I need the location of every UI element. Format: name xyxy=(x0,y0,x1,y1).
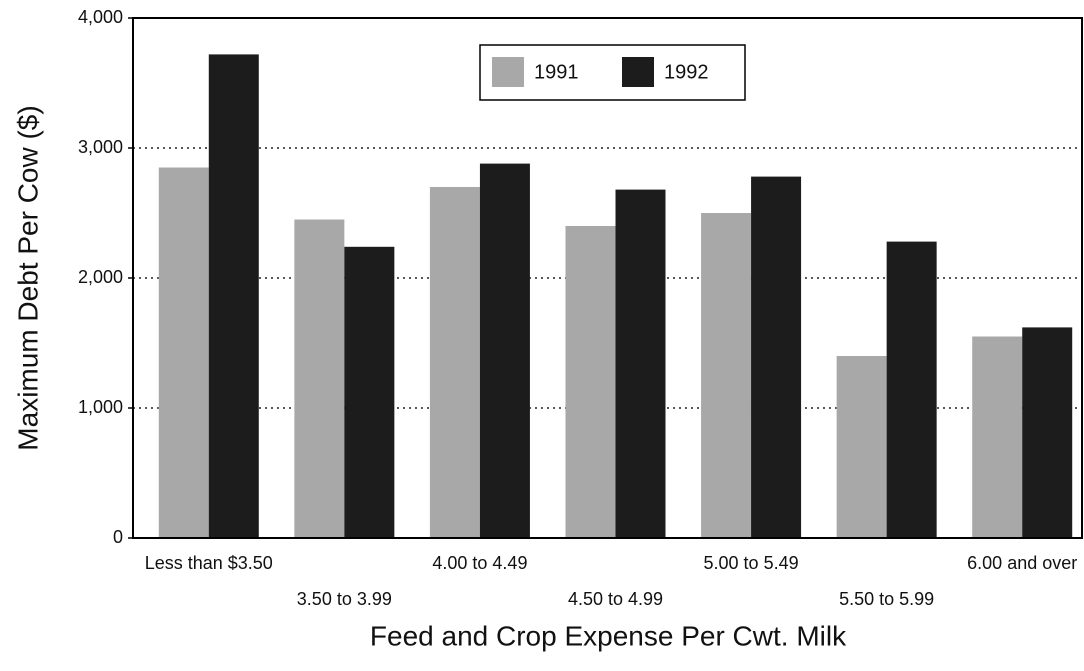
bar xyxy=(615,189,666,538)
y-tick-label: 3,000 xyxy=(78,137,123,157)
y-axis-title: Maximum Debt Per Cow ($) xyxy=(12,105,43,450)
legend-label: 1991 xyxy=(534,61,579,83)
x-tick-label: 3.50 to 3.99 xyxy=(297,589,392,609)
bar xyxy=(751,176,802,538)
bar xyxy=(294,219,345,538)
x-tick-label: 4.00 to 4.49 xyxy=(432,553,527,573)
bar xyxy=(701,213,752,538)
x-tick-label: Less than $3.50 xyxy=(145,553,273,573)
x-tick-label: 4.50 to 4.99 xyxy=(568,589,663,609)
bar xyxy=(1022,327,1073,538)
y-tick-label: 0 xyxy=(113,527,123,547)
x-tick-label: 5.00 to 5.49 xyxy=(704,553,799,573)
legend-swatch xyxy=(622,57,654,87)
bar xyxy=(972,336,1023,538)
legend-label: 1992 xyxy=(664,61,709,83)
legend-swatch xyxy=(492,57,524,87)
bar xyxy=(565,226,616,538)
bar xyxy=(344,246,395,539)
bar xyxy=(836,356,887,538)
bar xyxy=(429,187,480,538)
y-tick-label: 4,000 xyxy=(78,7,123,27)
y-tick-label: 2,000 xyxy=(78,267,123,287)
x-tick-label: 5.50 to 5.99 xyxy=(839,589,934,609)
legend-box xyxy=(479,44,746,101)
x-tick-label: 6.00 and over xyxy=(967,553,1077,573)
bar xyxy=(886,241,937,538)
bar xyxy=(208,54,259,539)
plot-frame xyxy=(132,17,1083,539)
bar xyxy=(158,167,209,538)
bar xyxy=(479,163,530,538)
y-tick-label: 1,000 xyxy=(78,397,123,417)
x-axis-title: Feed and Crop Expense Per Cwt. Milk xyxy=(370,620,847,651)
